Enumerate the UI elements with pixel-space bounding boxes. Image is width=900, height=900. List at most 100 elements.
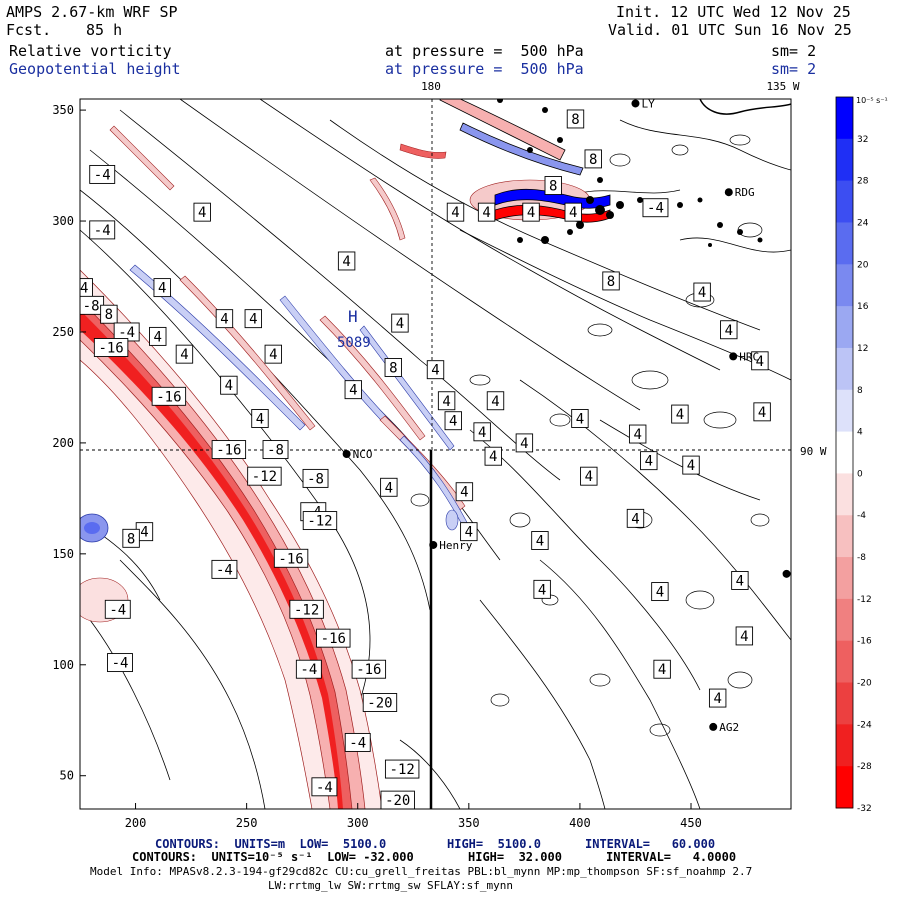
- contour-label: 4: [571, 409, 589, 428]
- svg-text:4: 4: [249, 312, 257, 328]
- svg-text:4: 4: [527, 205, 535, 221]
- station: HRC: [729, 350, 759, 363]
- colorbar-level: -32: [857, 804, 872, 814]
- meridian-180-label: 180: [421, 80, 441, 93]
- contour-label: -12: [247, 466, 282, 486]
- svg-text:4: 4: [585, 469, 593, 485]
- contour-label: 4: [564, 202, 582, 222]
- footer-model-info-2: LW:rrtmg_lw SW:rrtmg_sw SFLAY:sf_mynn: [268, 879, 514, 892]
- svg-text:4: 4: [442, 394, 450, 410]
- contour-label: -8: [80, 295, 105, 315]
- contour-label: 4: [149, 326, 167, 346]
- graticule: [80, 99, 791, 451]
- svg-text:4: 4: [449, 414, 457, 430]
- svg-text:4: 4: [576, 412, 584, 428]
- svg-text:-4: -4: [316, 780, 333, 796]
- field2-level: at pressure = 500 hPa: [385, 60, 584, 78]
- field2-name: Geopotential height: [9, 60, 181, 78]
- plot-frame: [79, 98, 792, 810]
- svg-text:4: 4: [269, 347, 277, 363]
- svg-text:4: 4: [451, 205, 459, 221]
- svg-text:-4: -4: [94, 223, 111, 239]
- x-tick-label: 200: [125, 816, 147, 830]
- svg-text:-12: -12: [307, 514, 332, 530]
- contour-label: 4: [344, 380, 362, 400]
- svg-text:4: 4: [349, 383, 357, 399]
- svg-text:4: 4: [736, 573, 744, 589]
- x-tick-label: 250: [236, 816, 258, 830]
- colorbar: 10⁻⁵ s⁻¹ 32 28 24 20 16 12 8 4 0 -4 -8 -12 -16 -20 -24 -…: [835, 96, 888, 814]
- colorbar-frame: [835, 96, 854, 809]
- colorbar-swatch: [836, 222, 853, 265]
- svg-text:4: 4: [631, 511, 639, 527]
- svg-text:-16: -16: [278, 551, 303, 567]
- svg-text:-16: -16: [321, 631, 346, 647]
- contour-label: 4: [391, 313, 409, 333]
- contour-label: 4: [244, 309, 263, 329]
- svg-text:-16: -16: [356, 662, 381, 678]
- colorbar-level: -12: [857, 595, 872, 605]
- contour-label: 4: [751, 351, 769, 371]
- contour-label: -4: [89, 164, 116, 184]
- svg-text:4: 4: [538, 582, 546, 598]
- contour-label: -4: [295, 659, 322, 679]
- x-tick-label: 450: [680, 816, 702, 830]
- svg-text:4: 4: [489, 449, 497, 465]
- contour-label: -8: [262, 440, 289, 460]
- contour-label: 4: [486, 391, 505, 411]
- x-tick-label: 400: [569, 816, 591, 830]
- contour-label: 8: [122, 528, 140, 548]
- svg-text:4: 4: [676, 407, 684, 423]
- contour-label: -12: [384, 759, 420, 779]
- svg-text:4: 4: [491, 394, 499, 410]
- x-tick-label: 350: [458, 816, 480, 830]
- contour-label: -4: [113, 322, 140, 342]
- contour-label: -20: [380, 790, 415, 809]
- svg-text:-4: -4: [72, 281, 89, 297]
- contour-label: -16: [273, 548, 309, 568]
- colorbar-swatch: [836, 264, 853, 307]
- svg-text:4: 4: [198, 205, 206, 221]
- field2-smoothing: sm= 2: [771, 60, 817, 78]
- colorbar-level: 16: [857, 302, 869, 312]
- contour-label: 4: [682, 455, 700, 475]
- svg-text:8: 8: [589, 152, 597, 168]
- colorbar-swatch: [836, 515, 853, 558]
- contour-label: -4: [104, 599, 131, 619]
- colorbar-swatch: [836, 682, 853, 725]
- colorbar-unit: 10⁻⁵ s⁻¹: [856, 96, 888, 105]
- contour-label: 4: [640, 451, 658, 471]
- meridian-90w-label: 90 W: [800, 445, 827, 458]
- footer-vort-contours: CONTOURS: UNITS=10⁻⁵ s⁻¹ LOW= -32.000: [132, 850, 414, 864]
- y-tick-label: 200: [52, 436, 74, 450]
- contour-label: -12: [302, 511, 338, 531]
- svg-text:-12: -12: [390, 762, 415, 778]
- contour-label: 4: [753, 402, 771, 422]
- contour-label: 8: [584, 149, 602, 169]
- footer-height-contours: CONTOURS: UNITS=m LOW= 5100.0: [155, 837, 387, 851]
- contour-label: -16: [151, 386, 187, 406]
- y-tick-label: 250: [52, 325, 74, 339]
- contour-label: 4: [735, 626, 754, 646]
- station-markers: LY RDG HRC NCO Henry AG2: [342, 99, 791, 734]
- footer-model-info: Model Info: MPASv8.2.3-194-gf29cd82c CU:…: [90, 865, 753, 878]
- colorbar-swatch: [836, 724, 853, 767]
- contour-label: 4: [626, 508, 645, 528]
- contour-label: 4: [651, 582, 669, 602]
- svg-text:4: 4: [758, 405, 766, 421]
- svg-text:4: 4: [633, 427, 641, 443]
- svg-text:-20: -20: [385, 793, 410, 809]
- contour-label: 8: [384, 358, 402, 377]
- svg-text:4: 4: [713, 691, 721, 707]
- colorbar-swatch: [836, 389, 853, 433]
- svg-text:NCO: NCO: [353, 448, 373, 461]
- contour-label: 8: [544, 176, 562, 195]
- x-tick-label: 300: [347, 816, 369, 830]
- svg-text:4: 4: [180, 347, 188, 363]
- contour-label: 4: [693, 282, 711, 302]
- colorbar-level: 24: [857, 218, 869, 228]
- colorbar-swatch: [836, 557, 853, 600]
- svg-text:4: 4: [656, 585, 664, 601]
- colorbar-swatch: [836, 306, 853, 349]
- svg-text:-8: -8: [307, 471, 324, 487]
